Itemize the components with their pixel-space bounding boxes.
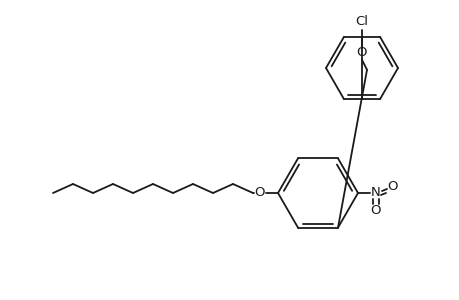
Text: O: O [370, 203, 381, 217]
Text: O: O [356, 46, 366, 59]
Text: O: O [387, 181, 397, 194]
Text: O: O [254, 187, 265, 200]
Text: N: N [370, 187, 380, 200]
Text: Cl: Cl [355, 15, 368, 28]
